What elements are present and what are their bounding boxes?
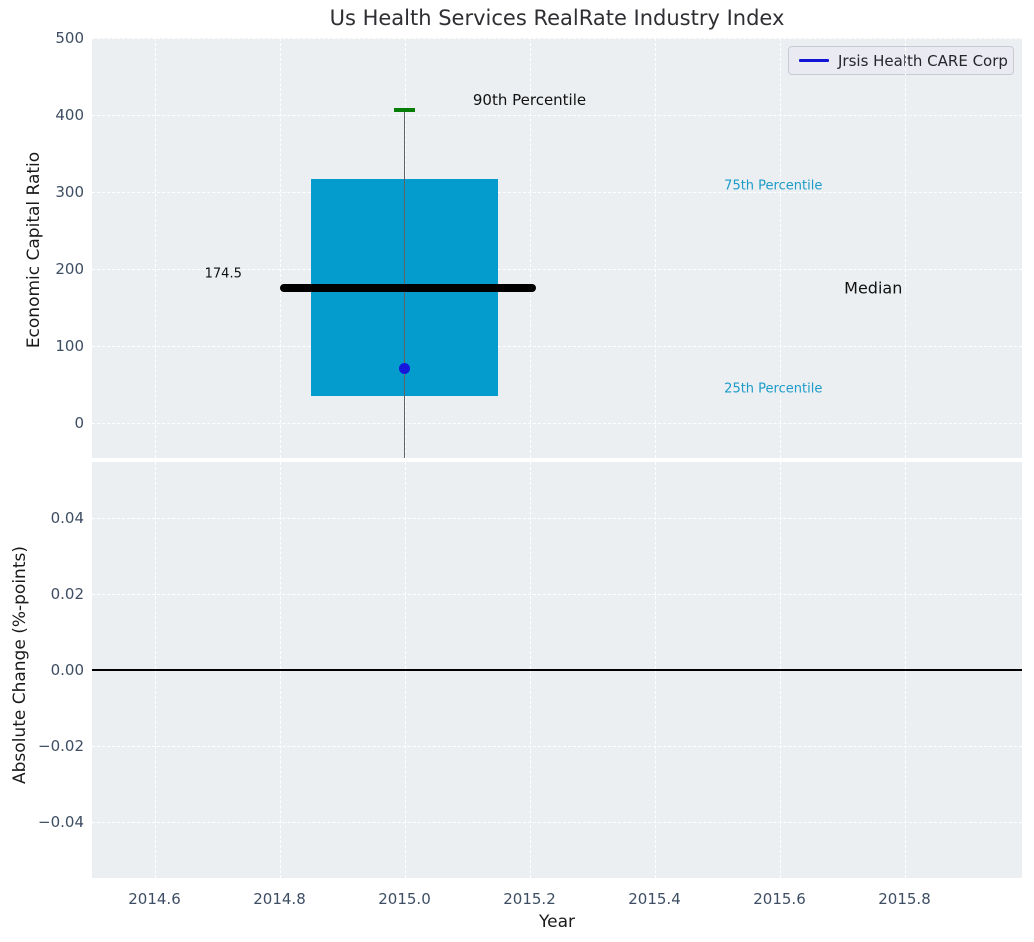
bottom-y-tick-label: −0.04 bbox=[38, 813, 84, 832]
v-gridline bbox=[904, 38, 906, 458]
zero-line bbox=[92, 669, 1022, 671]
x-tick-label: 2015.4 bbox=[628, 890, 681, 908]
h-gridline bbox=[92, 746, 1022, 748]
x-axis-label: Year bbox=[539, 912, 575, 932]
x-tick-label: 2015.6 bbox=[753, 890, 806, 908]
legend-line-sample bbox=[799, 59, 829, 62]
p90-label: 90th Percentile bbox=[472, 90, 587, 109]
h-gridline bbox=[92, 822, 1022, 824]
x-tick-label: 2015.0 bbox=[378, 890, 431, 908]
legend: Jrsis Health CARE Corp bbox=[788, 46, 1014, 75]
x-tick-label: 2015.8 bbox=[878, 890, 931, 908]
v-gridline bbox=[529, 38, 531, 458]
bottom-y-tick-label: −0.02 bbox=[38, 737, 84, 756]
bottom-y-tick-label: 0.00 bbox=[50, 661, 84, 679]
h-gridline bbox=[92, 191, 1022, 193]
x-tick-label: 2015.2 bbox=[503, 890, 556, 908]
h-gridline bbox=[92, 114, 1022, 116]
p25-label: 25th Percentile bbox=[724, 381, 823, 397]
h-gridline bbox=[92, 422, 1022, 424]
p90-cap bbox=[393, 107, 416, 112]
chart-title: Us Health Services RealRate Industry Ind… bbox=[329, 6, 785, 30]
top-plot-area bbox=[92, 38, 1022, 458]
legend-label: Jrsis Health CARE Corp bbox=[838, 51, 1008, 70]
top-y-tick-label: 400 bbox=[55, 105, 84, 124]
bottom-y-tick-label: 0.04 bbox=[50, 508, 84, 527]
top-y-tick-label: 200 bbox=[55, 259, 84, 278]
top-y-axis-label: Economic Capital Ratio bbox=[24, 151, 44, 349]
h-gridline bbox=[92, 517, 1022, 519]
v-gridline bbox=[154, 38, 156, 458]
v-gridline bbox=[654, 38, 656, 458]
median-line bbox=[279, 284, 536, 293]
whisker-line bbox=[403, 109, 406, 458]
v-gridline bbox=[779, 38, 781, 458]
x-tick-label: 2014.8 bbox=[253, 890, 306, 908]
bottom-y-tick-label: 0.02 bbox=[50, 584, 84, 603]
h-gridline bbox=[92, 268, 1022, 270]
top-y-tick-label: 500 bbox=[55, 29, 84, 47]
top-y-tick-label: 300 bbox=[55, 182, 84, 201]
h-gridline bbox=[92, 593, 1022, 595]
h-gridline bbox=[92, 38, 1022, 39]
median-label: Median bbox=[844, 278, 903, 298]
p75-label: 75th Percentile bbox=[724, 178, 823, 194]
x-tick-label: 2014.6 bbox=[128, 890, 181, 908]
v-gridline bbox=[279, 38, 281, 458]
h-gridline bbox=[92, 345, 1022, 347]
top-y-tick-label: 100 bbox=[55, 336, 84, 355]
company-point bbox=[399, 363, 410, 375]
top-y-tick-label: 0 bbox=[74, 413, 84, 432]
median-value-label: 174.5 bbox=[204, 266, 242, 282]
